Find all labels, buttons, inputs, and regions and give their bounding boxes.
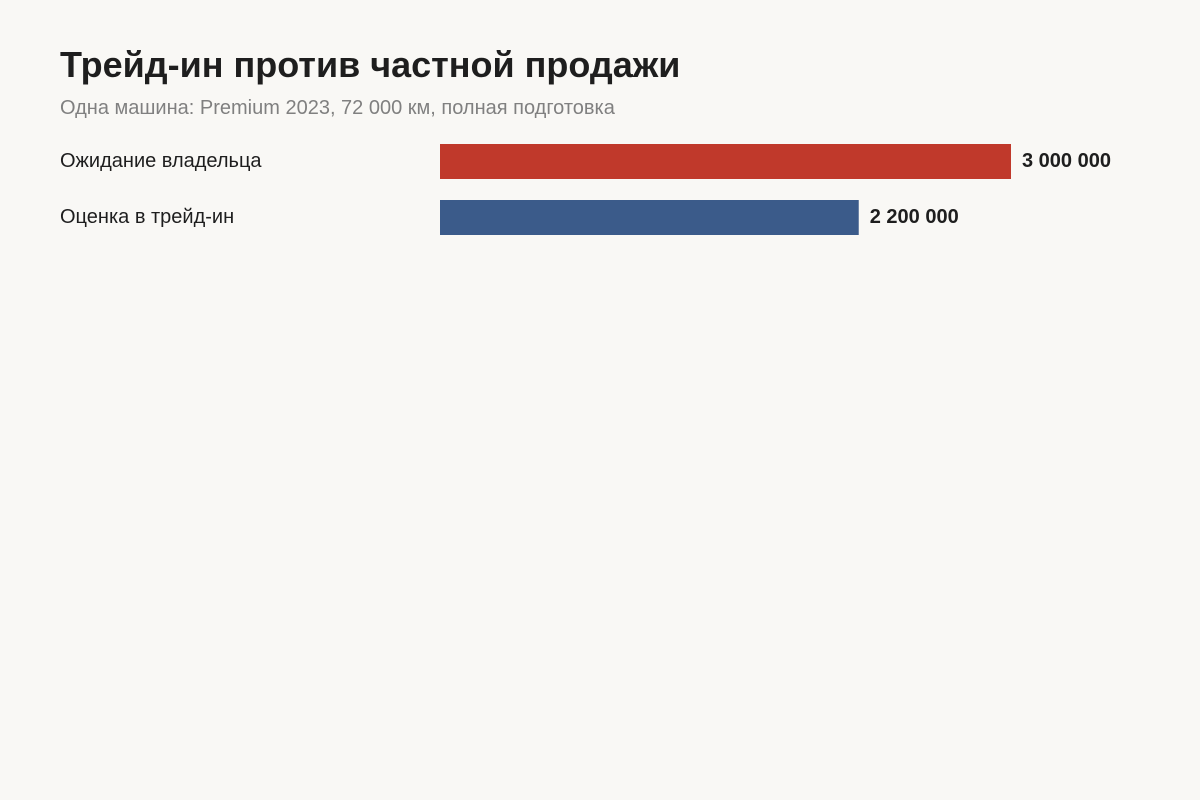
value-label: 3 000 000 — [1022, 150, 1111, 172]
chart-subtitle: Одна машина: Premium 2023, 72 000 км, по… — [60, 97, 615, 119]
bar — [440, 200, 859, 235]
category-label: Ожидание владельца — [60, 150, 262, 172]
value-label: 2 200 000 — [870, 206, 959, 228]
category-label: Оценка в трейд-ин — [60, 206, 234, 228]
chart-title: Трейд-ин против частной продажи — [60, 44, 681, 85]
bar — [440, 144, 1011, 179]
